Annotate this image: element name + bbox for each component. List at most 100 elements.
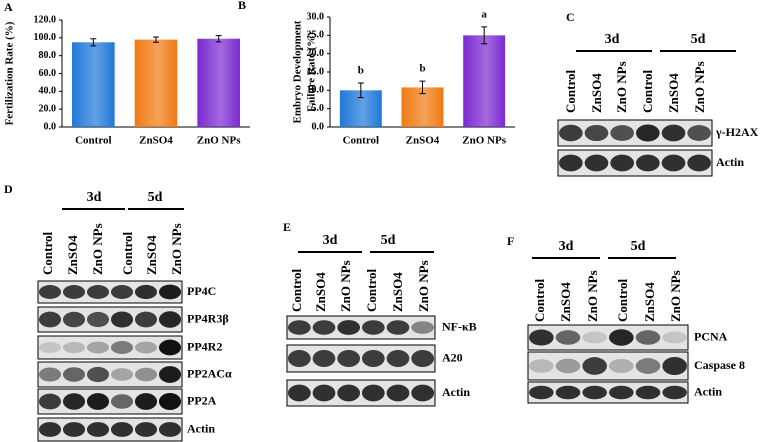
band xyxy=(312,320,336,335)
band xyxy=(361,349,385,368)
band xyxy=(661,154,686,172)
band xyxy=(134,367,158,382)
y-axis-label: Embryo Development xyxy=(292,20,304,123)
annotation: b xyxy=(419,63,425,75)
band xyxy=(635,330,661,345)
band xyxy=(661,124,686,142)
lane-label: ZnO NPs xyxy=(338,260,353,312)
error-bar xyxy=(153,36,159,43)
blot-strip xyxy=(37,388,183,415)
band xyxy=(529,385,554,400)
band xyxy=(662,331,687,344)
band xyxy=(62,393,86,410)
blot-strip xyxy=(37,306,183,333)
bar xyxy=(72,42,115,127)
band xyxy=(609,385,634,400)
band xyxy=(529,329,554,346)
band xyxy=(62,311,86,328)
band xyxy=(337,320,361,335)
panel-letter: B xyxy=(238,0,246,12)
y-axis-label: Failure Rate (%) xyxy=(306,32,318,112)
blot-strip xyxy=(37,335,183,360)
band xyxy=(609,329,634,346)
lane-label: ZnO NPs xyxy=(614,61,629,113)
group-label: 3d xyxy=(87,190,102,205)
band xyxy=(134,284,158,300)
band xyxy=(38,311,62,328)
group-label: 5d xyxy=(148,190,163,205)
row-label: PCNA xyxy=(694,329,728,343)
band xyxy=(610,154,634,172)
row-label: Caspase 8 xyxy=(694,358,745,372)
lane-label: ZnO NPs xyxy=(90,223,105,275)
band xyxy=(110,394,134,409)
band xyxy=(86,285,110,299)
blot-strip xyxy=(37,361,183,388)
band xyxy=(386,384,410,402)
band xyxy=(38,393,62,410)
band xyxy=(62,285,86,299)
group-label: 5d xyxy=(631,239,646,254)
band xyxy=(86,311,110,328)
group-label: 5d xyxy=(691,32,706,47)
row-label: Actin xyxy=(694,384,722,398)
band xyxy=(687,154,711,172)
error-bar xyxy=(215,35,222,43)
lane-label: ZnO NPs xyxy=(416,260,431,312)
band xyxy=(337,349,361,368)
band xyxy=(287,320,311,335)
bar xyxy=(463,35,506,128)
band xyxy=(610,125,634,141)
band xyxy=(635,385,661,400)
band xyxy=(555,385,581,400)
y-tick-label: 30.0 xyxy=(307,11,325,22)
band xyxy=(110,311,134,328)
annotation: b xyxy=(358,65,364,77)
band xyxy=(38,367,62,382)
band xyxy=(38,342,62,353)
band xyxy=(312,349,336,368)
band xyxy=(609,359,634,373)
lane-label: Control xyxy=(563,70,578,113)
x-tick-label: ZnO NPs xyxy=(197,135,241,147)
y-tick-label: 80.0 xyxy=(39,50,57,61)
blot-strip xyxy=(286,379,436,407)
y-tick-label: 5.0 xyxy=(312,103,325,114)
band xyxy=(411,349,435,368)
x-tick-label: ZnSO4 xyxy=(406,135,440,147)
lane-label: Control xyxy=(120,232,135,275)
error-bar xyxy=(419,80,426,95)
group-label: 3d xyxy=(323,233,338,248)
band xyxy=(110,285,134,299)
y-tick-label: 20.0 xyxy=(307,48,325,59)
band xyxy=(110,341,134,354)
band xyxy=(158,366,182,383)
group-label: 3d xyxy=(605,32,620,47)
band xyxy=(559,154,583,172)
panel-letter: C xyxy=(566,10,575,24)
band xyxy=(158,311,182,328)
y-tick-label: 100.0 xyxy=(34,32,57,43)
y-tick-label: 120.0 xyxy=(34,14,57,25)
lane-label: ZnSO4 xyxy=(65,235,80,275)
lane-label: Control xyxy=(289,269,304,312)
lane-label: Control xyxy=(364,269,379,312)
band xyxy=(411,321,435,334)
panel-letter: E xyxy=(283,220,291,234)
band xyxy=(555,330,581,345)
row-label: PP4R2 xyxy=(187,339,222,353)
lane-label: Control xyxy=(532,279,547,322)
row-label: γ-H2AX xyxy=(715,125,759,139)
lane-label: ZnSO4 xyxy=(313,272,328,312)
row-label: PP4R3β xyxy=(187,311,229,325)
panel-letter: D xyxy=(4,182,13,196)
y-tick-label: 15.0 xyxy=(307,66,325,77)
band xyxy=(86,341,110,354)
band xyxy=(361,384,385,402)
bar xyxy=(134,39,178,127)
y-tick-label: 0.0 xyxy=(312,121,325,132)
y-tick-label: 10.0 xyxy=(307,85,325,96)
row-label: Actin xyxy=(442,385,470,399)
x-tick-label: ZnO NPs xyxy=(462,135,506,147)
